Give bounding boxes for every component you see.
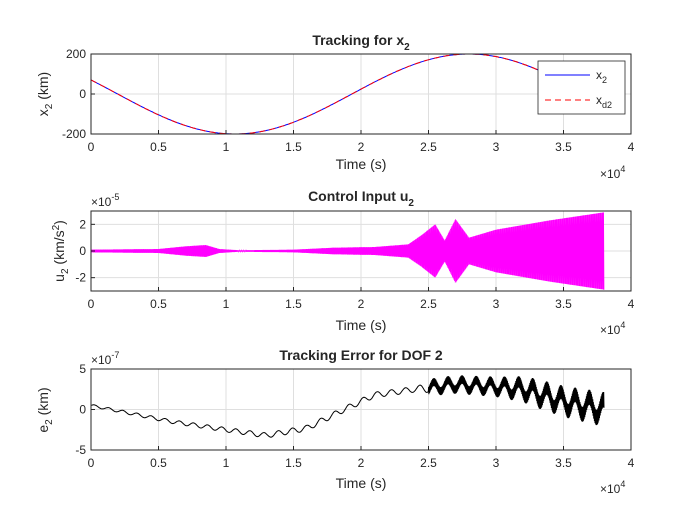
x-tick-label: 0.5 — [150, 140, 167, 154]
y-tick-label: 2 — [79, 217, 86, 231]
x-tick-label: 1 — [223, 140, 230, 154]
x-tick-label: 4 — [628, 456, 635, 470]
x-tick-label: 2.5 — [420, 140, 437, 154]
xticks-1: 0 0.5 1 1.5 2 2.5 3 3.5 4 — [88, 130, 635, 154]
xticks-2: 0 0.5 1 1.5 2 2.5 3 3.5 4 — [88, 287, 635, 311]
legend: x2 xd2 — [537, 60, 626, 115]
x-tick-label: 1.5 — [285, 456, 302, 470]
x-tick-label: 3 — [493, 297, 500, 311]
series-xd2-line — [90, 53, 605, 135]
y-multiplier-2: ×10-5 — [91, 192, 119, 209]
yticks-3: -5 0 5 — [75, 362, 95, 457]
x-axis-label-3: Time (s) — [336, 475, 387, 491]
x-multiplier-3: ×104 — [600, 479, 625, 496]
x-tick-label: 3.5 — [555, 297, 572, 311]
x-tick-label: 0 — [88, 297, 95, 311]
y-tick-label: 0 — [79, 244, 86, 258]
chart-title-2: Control Input u2 — [308, 188, 414, 209]
x-tick-label: 2 — [358, 140, 365, 154]
x-tick-label: 3.5 — [555, 140, 572, 154]
y-axis-label-3: e2 (km) — [35, 387, 55, 432]
x-tick-label: 0.5 — [150, 456, 167, 470]
chart-title-3: Tracking Error for DOF 2 — [279, 347, 443, 363]
x-tick-label: 4 — [628, 297, 635, 311]
grid-3 — [90, 368, 632, 451]
x-tick-label: 2 — [358, 456, 365, 470]
x-tick-label: 0 — [88, 140, 95, 154]
yticks-2: -2 0 2 — [75, 217, 95, 285]
y-tick-label: -2 — [75, 271, 86, 285]
x-tick-label: 0.5 — [150, 297, 167, 311]
panel-control-input-u2: 0 0.5 1 1.5 2 2.5 3 3.5 4 -202 Control Input u2 … — [51, 188, 635, 337]
y-tick-label: -200 — [62, 127, 86, 141]
x-axis-label-2: Time (s) — [336, 317, 387, 333]
x-tick-label: 2.5 — [420, 456, 437, 470]
x-tick-label: 0 — [88, 456, 95, 470]
yticks-1: -200 0 200 — [62, 47, 95, 141]
x-tick-label: 3 — [493, 140, 500, 154]
series-e2-line — [90, 375, 605, 438]
x-tick-label: 4 — [628, 140, 635, 154]
x-tick-label: 1 — [223, 456, 230, 470]
legend-label-x2: x2 — [596, 68, 607, 85]
series-u2-line — [90, 212, 605, 290]
x-multiplier-2: ×104 — [600, 320, 625, 337]
y-tick-label: 0 — [79, 403, 86, 417]
y-tick-label: -5 — [75, 443, 86, 457]
y-axis-label-2: u2 (km/s2) — [51, 220, 71, 282]
legend-label-xd2: xd2 — [596, 93, 612, 110]
x-tick-label: 3.5 — [555, 456, 572, 470]
chart-title-1: Tracking for x2 — [312, 32, 410, 53]
x-axis-label-1: Time (s) — [336, 156, 387, 172]
x-tick-label: 2.5 — [420, 297, 437, 311]
x-tick-label: 3 — [493, 456, 500, 470]
x-tick-label: 2 — [358, 297, 365, 311]
y-tick-label: 5 — [79, 362, 86, 376]
y-tick-label: 0 — [79, 87, 86, 101]
x-tick-label: 1.5 — [285, 140, 302, 154]
panel-tracking-error-dof2: 0 0.5 1 1.5 2 2.5 3 3.5 4 -505 Tracking Error fo… — [35, 347, 635, 496]
x-tick-label: 1.5 — [285, 297, 302, 311]
x-multiplier-1: ×104 — [600, 164, 625, 181]
y-multiplier-3: ×10-7 — [91, 350, 119, 367]
y-axis-label-1: x2 (km) — [35, 72, 55, 116]
x-tick-label: 1 — [223, 297, 230, 311]
y-tick-label: 200 — [66, 47, 86, 61]
legend-box — [537, 60, 626, 115]
xticks-3: 0 0.5 1 1.5 2 2.5 3 3.5 4 — [88, 446, 635, 470]
